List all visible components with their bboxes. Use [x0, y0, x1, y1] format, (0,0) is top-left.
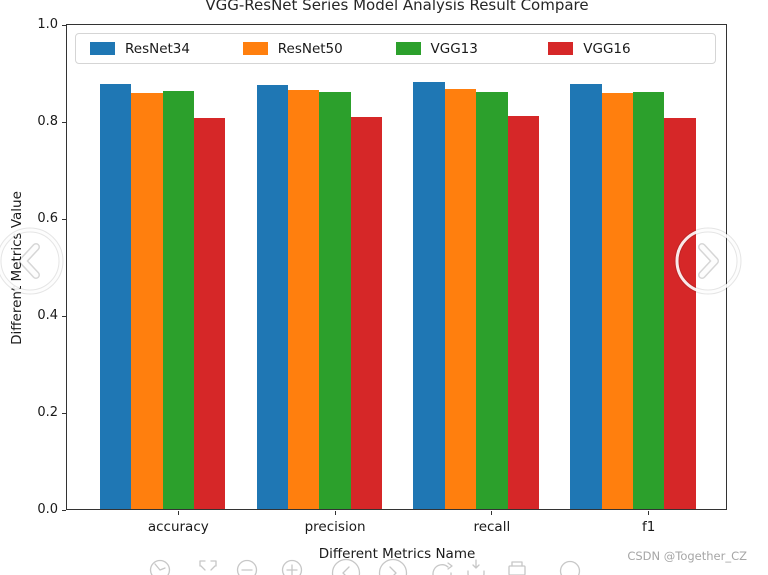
chart-legend: ResNet34 ResNet50 VGG13 VGG16 — [75, 33, 716, 64]
y-tick-label: 0.8 — [37, 114, 58, 129]
y-tick-label: 1.0 — [37, 17, 58, 32]
prev-image-button[interactable] — [0, 223, 70, 299]
legend-label: ResNet34 — [125, 40, 190, 57]
legend-swatch — [548, 42, 574, 55]
y-tick-label: 0.2 — [37, 405, 58, 420]
bar-vgg16-precision — [351, 117, 382, 510]
bar-resnet34-f1 — [570, 84, 602, 510]
zoom-out-icon[interactable] — [236, 559, 258, 575]
print-icon[interactable] — [508, 561, 526, 575]
info-icon[interactable] — [559, 560, 581, 575]
bar-vgg16-accuracy — [194, 118, 225, 510]
bar-resnet50-recall — [445, 89, 476, 510]
x-tick-mark — [648, 511, 650, 515]
legend-label: ResNet50 — [277, 40, 343, 57]
x-tick-label: precision — [304, 519, 366, 535]
viewer-toolbar — [149, 558, 581, 575]
x-tick-label: recall — [473, 519, 511, 535]
y-tick-mark — [62, 315, 66, 317]
bar-vgg16-f1 — [664, 118, 696, 510]
x-tick-mark — [177, 511, 179, 515]
legend-label: VGG16 — [583, 40, 631, 57]
x-tick-label: accuracy — [147, 519, 209, 535]
x-tick-label: f1 — [641, 519, 656, 535]
clock-icon[interactable] — [149, 559, 171, 575]
x-tick-mark — [334, 511, 336, 515]
legend-item-vgg16: VGG16 — [548, 41, 701, 57]
y-tick-mark — [62, 509, 66, 511]
x-axis-label: Different Metrics Name — [318, 546, 476, 562]
y-tick-mark — [62, 218, 66, 220]
y-tick-label: 0.4 — [37, 308, 58, 323]
bar-vgg13-precision — [319, 92, 351, 510]
next-image-icon[interactable] — [378, 558, 408, 575]
legend-item-resnet50: ResNet50 — [242, 40, 396, 57]
fullscreen-icon[interactable] — [199, 560, 217, 571]
legend-swatch — [90, 42, 115, 55]
bar-resnet50-accuracy — [131, 93, 163, 510]
bar-vgg13-f1 — [633, 92, 664, 510]
next-image-button[interactable] — [672, 223, 748, 299]
watermark: CSDN @Together_CZ — [627, 549, 747, 563]
x-tick-mark — [491, 511, 493, 515]
chart-title: VGG-ResNet Series Model Analysis Result … — [205, 0, 589, 14]
bar-resnet34-precision — [257, 85, 288, 510]
bar-resnet34-recall — [413, 82, 445, 510]
bar-vgg16-recall — [508, 116, 539, 510]
zoom-in-icon[interactable] — [281, 559, 303, 575]
legend-item-vgg13: VGG13 — [395, 40, 549, 57]
bar-resnet50-precision — [288, 90, 319, 510]
legend-swatch — [242, 42, 268, 55]
bar-resnet34-accuracy — [100, 84, 131, 510]
legend-item-resnet34: ResNet34 — [90, 41, 243, 57]
y-tick-label: 0.0 — [37, 502, 58, 517]
y-tick-mark — [62, 24, 66, 26]
legend-label: VGG13 — [430, 40, 478, 57]
bar-resnet50-f1 — [602, 93, 633, 510]
y-tick-label: 0.6 — [37, 211, 58, 226]
y-tick-mark — [62, 412, 66, 414]
bar-vgg13-recall — [476, 92, 508, 510]
download-icon[interactable] — [467, 559, 485, 575]
rotate-right-icon[interactable] — [432, 562, 453, 575]
prev-image-icon[interactable] — [331, 558, 361, 575]
y-tick-mark — [62, 121, 66, 123]
bar-vgg13-accuracy — [163, 91, 194, 510]
legend-swatch — [395, 42, 421, 55]
